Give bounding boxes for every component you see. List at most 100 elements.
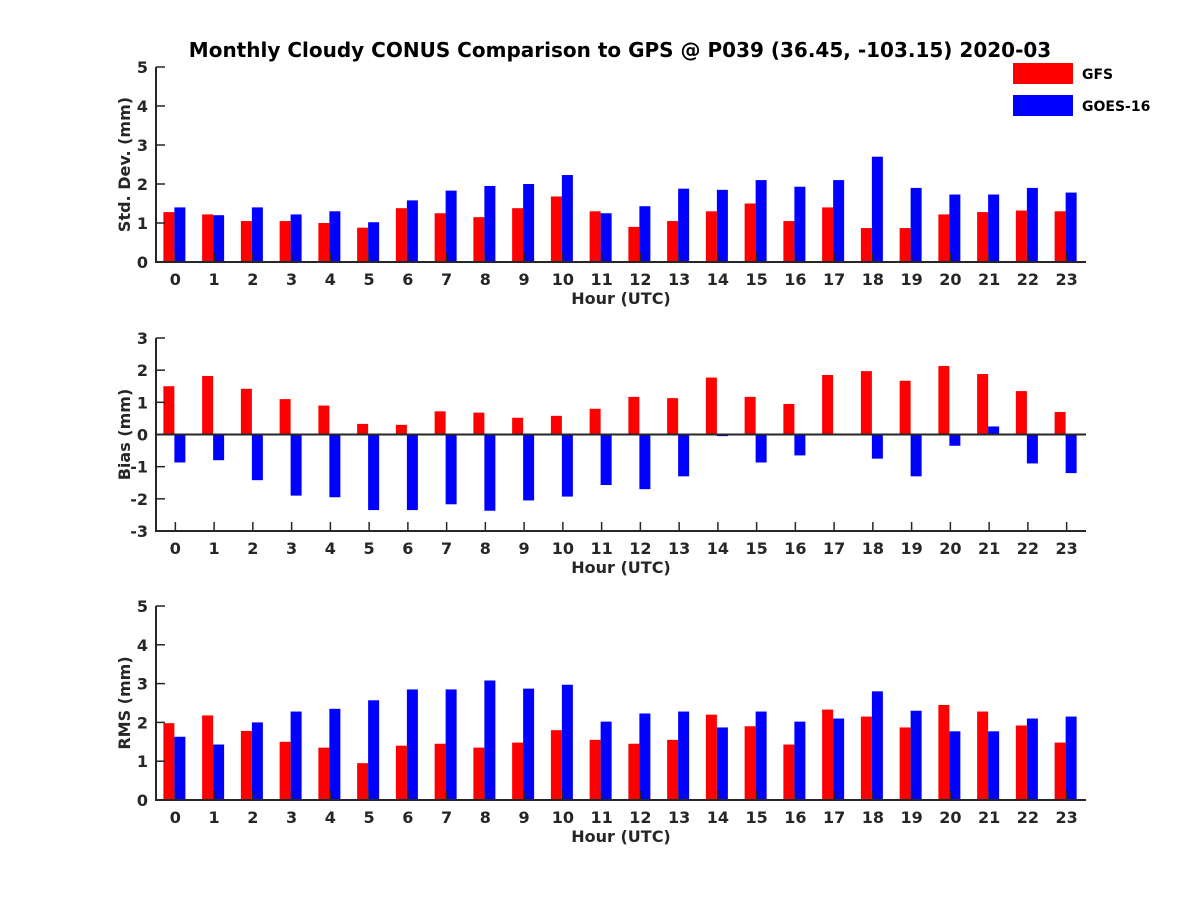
- stddev-bar-gfs-9: [512, 208, 524, 262]
- stddev-bar-goes16-13: [678, 188, 690, 262]
- stddev-bar-gfs-5: [357, 227, 369, 262]
- bias-bar-gfs-6: [395, 424, 407, 435]
- rms-bar-gfs-3: [279, 741, 291, 800]
- rms-xtick-label: 17: [823, 808, 845, 827]
- rms-bar-gfs-10: [550, 730, 562, 800]
- bias-bar-gfs-17: [822, 374, 834, 435]
- rms-bar-goes16-9: [523, 688, 535, 800]
- rms-xtick-label: 13: [668, 808, 690, 827]
- bias-xtick-label: 20: [939, 539, 961, 558]
- rms-ytick-label: 4: [137, 636, 148, 655]
- stddev-xtick-label: 9: [519, 270, 530, 289]
- bias-bar-goes16-7: [445, 434, 457, 505]
- bias-bar-gfs-11: [589, 408, 601, 435]
- stddev-bar-goes16-19: [910, 187, 922, 262]
- rms-xtick-label: 1: [209, 808, 220, 827]
- rms-bar-goes16-7: [445, 689, 457, 800]
- stddev-xtick-label: 20: [939, 270, 961, 289]
- bias-bar-gfs-20: [938, 365, 950, 435]
- rms-bar-goes16-22: [1026, 718, 1038, 800]
- rms-bar-gfs-4: [318, 747, 330, 800]
- bias-bar-goes16-9: [523, 434, 535, 501]
- bias-bar-gfs-4: [318, 405, 330, 435]
- bias-xtick-label: 12: [629, 539, 651, 558]
- stddev-xtick-label: 5: [364, 270, 375, 289]
- rms-xtick-label: 11: [590, 808, 612, 827]
- bias-bar-goes16-5: [368, 434, 380, 511]
- rms-xtick-label: 9: [519, 808, 530, 827]
- stddev-bar-gfs-14: [705, 211, 717, 262]
- rms-ytick-label: 5: [137, 597, 148, 616]
- bias-bar-gfs-14: [705, 377, 717, 435]
- rms-bar-gfs-11: [589, 739, 601, 800]
- bias-xtick-label: 5: [364, 539, 375, 558]
- stddev-bar-goes16-4: [329, 211, 341, 262]
- rms-ytick-label: 0: [137, 791, 148, 810]
- rms-bar-goes16-14: [716, 727, 728, 800]
- bias-bar-gfs-5: [357, 423, 369, 435]
- bias-xtick-label: 3: [286, 539, 297, 558]
- rms-bar-goes16-13: [678, 711, 690, 800]
- bias-xtick-label: 14: [707, 539, 729, 558]
- bias-xtick-label: 4: [325, 539, 336, 558]
- stddev-bar-gfs-15: [744, 203, 756, 262]
- stddev-ytick-label: 2: [137, 175, 148, 194]
- bias-x-axis-label: Hour (UTC): [571, 558, 671, 577]
- rms-bar-gfs-21: [977, 711, 989, 800]
- bias-bar-gfs-8: [473, 412, 485, 435]
- stddev-bar-gfs-1: [202, 214, 214, 262]
- rms-bar-goes16-21: [988, 731, 1000, 800]
- bias-bar-gfs-23: [1054, 411, 1066, 435]
- bias-ytick-label: -1: [130, 458, 148, 477]
- bias-xtick-label: 6: [402, 539, 413, 558]
- stddev-bar-gfs-17: [822, 207, 834, 262]
- stddev-xtick-label: 17: [823, 270, 845, 289]
- stddev-xtick-label: 22: [1017, 270, 1039, 289]
- bias-bar-gfs-18: [860, 371, 872, 435]
- bias-bar-gfs-0: [163, 386, 175, 435]
- stddev-xtick-label: 4: [325, 270, 336, 289]
- stddev-bar-gfs-11: [589, 211, 601, 262]
- stddev-bar-gfs-20: [938, 214, 950, 262]
- bias-xtick-label: 21: [978, 539, 1000, 558]
- bias-xtick-label: 1: [209, 539, 220, 558]
- rms-bar-gfs-14: [705, 714, 717, 800]
- bias-bar-gfs-22: [1015, 391, 1027, 435]
- rms-ytick-label: 1: [137, 752, 148, 771]
- bias-bar-goes16-16: [794, 434, 806, 456]
- bias-xtick-label: 8: [480, 539, 491, 558]
- stddev-bar-goes16-10: [561, 175, 573, 262]
- rms-ytick-label: 3: [137, 675, 148, 694]
- stddev-bar-goes16-16: [794, 186, 806, 262]
- rms-xtick-label: 5: [364, 808, 375, 827]
- stddev-xtick-label: 10: [552, 270, 574, 289]
- bias-bar-gfs-1: [202, 375, 214, 435]
- bias-xtick-label: 0: [170, 539, 181, 558]
- rms-bar-gfs-20: [938, 704, 950, 800]
- bias-bar-goes16-11: [600, 434, 612, 485]
- rms-bar-gfs-6: [395, 745, 407, 800]
- stddev-xtick-label: 1: [209, 270, 220, 289]
- bias-bar-goes16-3: [290, 434, 302, 496]
- rms-xtick-label: 7: [441, 808, 452, 827]
- rms-y-axis-label: RMS (mm): [115, 656, 134, 749]
- rms-bar-gfs-5: [357, 763, 369, 800]
- bias-xtick-label: 2: [247, 539, 258, 558]
- stddev-xtick-label: 14: [707, 270, 729, 289]
- stddev-xtick-label: 12: [629, 270, 651, 289]
- bias-bar-gfs-3: [279, 399, 291, 435]
- rms-bar-gfs-2: [240, 730, 252, 800]
- bias-bar-gfs-21: [977, 374, 989, 435]
- stddev-bar-gfs-12: [628, 226, 640, 262]
- legend-swatch-goes16: [1013, 95, 1073, 116]
- bias-xtick-label: 18: [862, 539, 884, 558]
- stddev-xtick-label: 15: [745, 270, 767, 289]
- stddev-y-axis-label: Std. Dev. (mm): [115, 97, 134, 232]
- stddev-xtick-label: 0: [170, 270, 181, 289]
- stddev-xtick-label: 7: [441, 270, 452, 289]
- bias-xtick-label: 7: [441, 539, 452, 558]
- stddev-bar-goes16-12: [639, 206, 651, 262]
- bias-bar-gfs-16: [783, 403, 795, 435]
- rms-bar-goes16-11: [600, 721, 612, 800]
